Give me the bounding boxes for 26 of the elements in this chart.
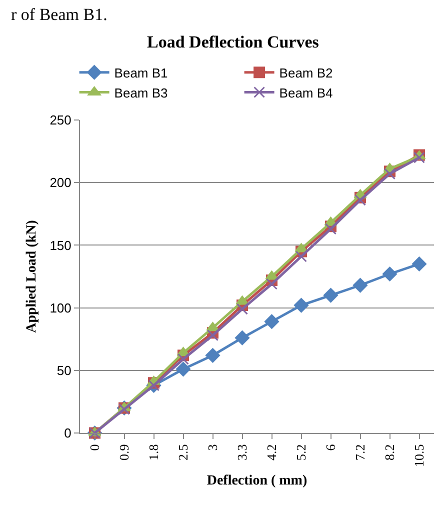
- chart-title: Load Deflection Curves: [147, 32, 320, 52]
- x-tick-label: 5.2: [293, 444, 308, 460]
- legend-label: Beam B4: [279, 85, 333, 100]
- x-tick-label: 7.2: [352, 444, 368, 460]
- x-tick-label: 6: [322, 444, 338, 451]
- x-axis-title: Deflection ( mm): [206, 473, 308, 488]
- y-tick-label: 150: [50, 238, 72, 253]
- x-tick-label: 1.8: [146, 444, 161, 460]
- x-tick-label: 8.2: [382, 444, 397, 460]
- x-tick-label: 3.3: [234, 444, 250, 460]
- x-tick-label: 0.9: [116, 444, 132, 460]
- y-tick-label: 200: [50, 175, 72, 190]
- y-tick-label: 250: [50, 112, 72, 128]
- x-tick-label: 10.5: [411, 444, 426, 467]
- legend-label: Beam B1: [114, 65, 168, 80]
- x-tick-label: 2.5: [175, 444, 190, 460]
- x-tick-label: 0: [86, 444, 102, 451]
- text: r of Beam B1.: [11, 5, 108, 24]
- y-tick-label: 100: [50, 300, 72, 316]
- y-tick-label: 50: [56, 362, 72, 378]
- y-axis-title: Applied Load (kN): [24, 220, 40, 333]
- x-tick-label: 4.2: [264, 444, 279, 460]
- legend-label: Beam B2: [279, 65, 333, 80]
- y-tick-label: 0: [64, 426, 72, 441]
- x-tick-label: 3: [204, 444, 220, 451]
- legend-label: Beam B3: [114, 85, 168, 100]
